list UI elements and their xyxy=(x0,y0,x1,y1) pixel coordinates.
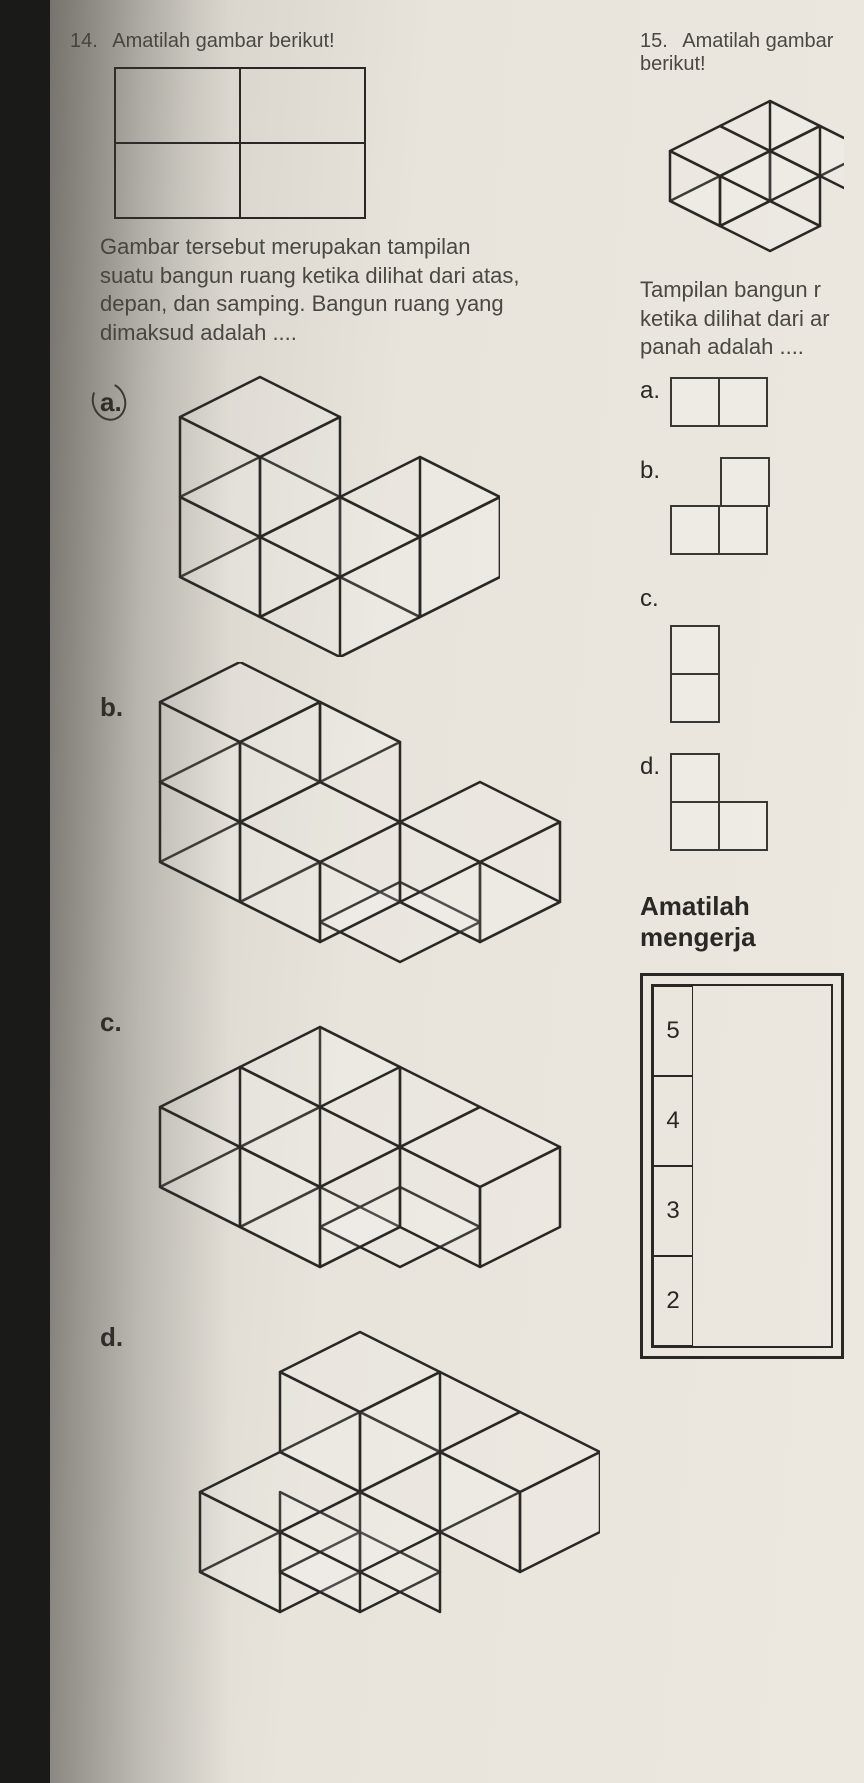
left-column: 14. Amatilah gambar berikut! Gambar ters… xyxy=(70,30,610,1637)
q14-text: Gambar tersebut merupakan tampilan suatu… xyxy=(100,233,520,347)
page-dark-edge xyxy=(0,0,50,1783)
section-heading: Amatilah xyxy=(640,891,844,922)
q15-option-d[interactable]: d. xyxy=(640,753,844,851)
q14-option-d[interactable]: d. xyxy=(100,1292,610,1632)
option-b-shape xyxy=(140,662,610,972)
q14-option-b[interactable]: b. xyxy=(100,662,610,972)
q14-number: 14. xyxy=(70,30,98,53)
q14-option-a[interactable]: a. xyxy=(100,357,610,657)
grid-cell-2: 2 xyxy=(653,1256,693,1346)
q15-title: Amatilah gambar berikut! xyxy=(640,30,833,75)
q15-diagram xyxy=(660,91,844,261)
q14-title: Amatilah gambar berikut! xyxy=(112,30,334,52)
page-content: 14. Amatilah gambar berikut! Gambar ters… xyxy=(50,0,864,1783)
question-15-header: 15. Amatilah gambar berikut! xyxy=(640,30,844,76)
q15-option-a[interactable]: a. xyxy=(640,377,844,427)
right-column: 15. Amatilah gambar berikut! xyxy=(640,30,844,1637)
grid-cell-5: 5 xyxy=(653,986,693,1076)
q15-text: Tampilan bangun r ketika dilihat dari ar… xyxy=(640,276,844,362)
q15-b-label: b. xyxy=(640,457,670,485)
grid-cell-4: 4 xyxy=(653,1076,693,1166)
q14-option-c[interactable]: c. xyxy=(100,977,610,1287)
option-d-label: d. xyxy=(100,1322,140,1353)
q15-c-boxes xyxy=(670,625,720,723)
option-b-label: b. xyxy=(100,692,140,723)
q15-a-label: a. xyxy=(640,377,670,405)
option-c-label: c. xyxy=(100,1007,140,1038)
option-a-label: a. xyxy=(100,387,140,418)
q15-d-label: d. xyxy=(640,753,670,781)
q15-d-boxes xyxy=(670,753,768,851)
section-subheading: mengerja xyxy=(640,922,844,953)
q15-c-label: c. xyxy=(640,585,670,613)
q15-number: 15. xyxy=(640,30,668,53)
option-d-shape xyxy=(140,1292,610,1632)
option-c-shape xyxy=(140,977,610,1287)
q14-top-view-diagram xyxy=(110,63,610,223)
q15-option-c[interactable]: c. xyxy=(640,585,844,723)
q15-option-b[interactable]: b. xyxy=(640,457,844,555)
question-14-header: 14. Amatilah gambar berikut! xyxy=(70,30,610,53)
q15-b-boxes xyxy=(670,457,770,555)
option-a-shape xyxy=(140,357,610,657)
coord-grid: 5 4 3 2 xyxy=(640,973,844,1359)
grid-cell-3: 3 xyxy=(653,1166,693,1256)
q15-a-boxes xyxy=(670,377,768,427)
